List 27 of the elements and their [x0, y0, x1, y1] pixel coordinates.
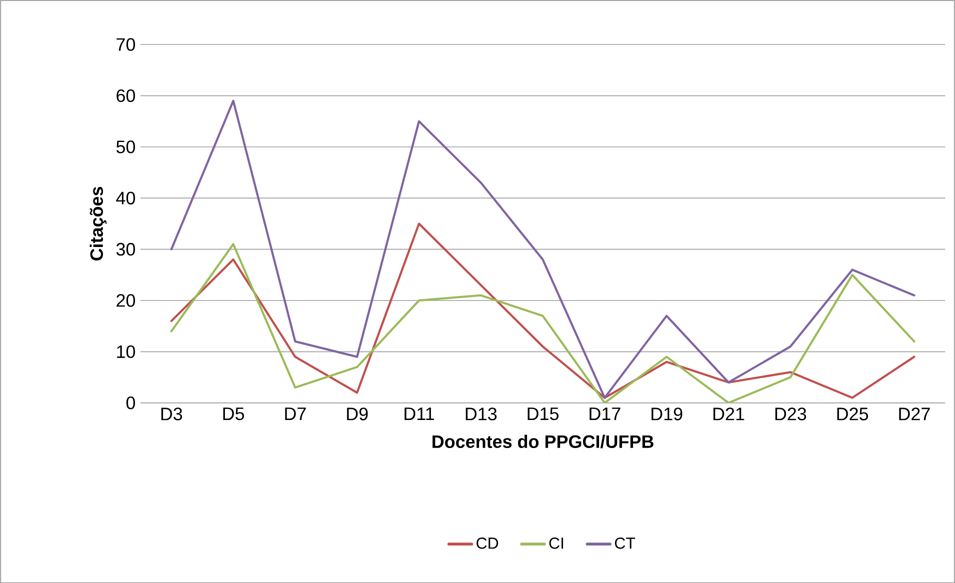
y-tick-label: 20: [116, 294, 136, 307]
legend-label: CD: [476, 537, 498, 549]
y-tick-label: 40: [116, 192, 136, 204]
x-tick-label: D5: [223, 407, 244, 420]
legend-label: CT: [614, 537, 636, 549]
y-axis-title: Citações: [90, 186, 107, 260]
legend-label: CI: [549, 537, 564, 549]
y-tick-label: 50: [116, 140, 136, 154]
x-tick-label: D19: [652, 407, 682, 420]
y-tick-label: 0: [126, 396, 136, 410]
y-tick-label: 10: [117, 345, 136, 358]
y-tick-label: 30: [116, 242, 136, 256]
x-tick-label: D15: [528, 407, 559, 420]
x-tick-label: D27: [899, 407, 930, 420]
x-tick-label: D13: [466, 407, 497, 420]
y-tick-label: 60: [116, 89, 136, 102]
x-tick-label: D3: [161, 407, 182, 420]
line-series: [170, 100, 916, 399]
x-axis-title: Docentes do PPGCI/UFPB: [432, 434, 654, 448]
x-tick-label: D9: [347, 407, 368, 420]
y-tick-label: 70: [116, 38, 136, 51]
x-tick-label: D25: [837, 407, 868, 420]
x-tick-label: D11: [404, 407, 434, 420]
x-tick-label: D7: [285, 407, 306, 420]
x-tick-label: D21: [713, 407, 744, 420]
x-tick-label: D17: [590, 407, 620, 420]
x-tick-label: D23: [775, 407, 806, 420]
